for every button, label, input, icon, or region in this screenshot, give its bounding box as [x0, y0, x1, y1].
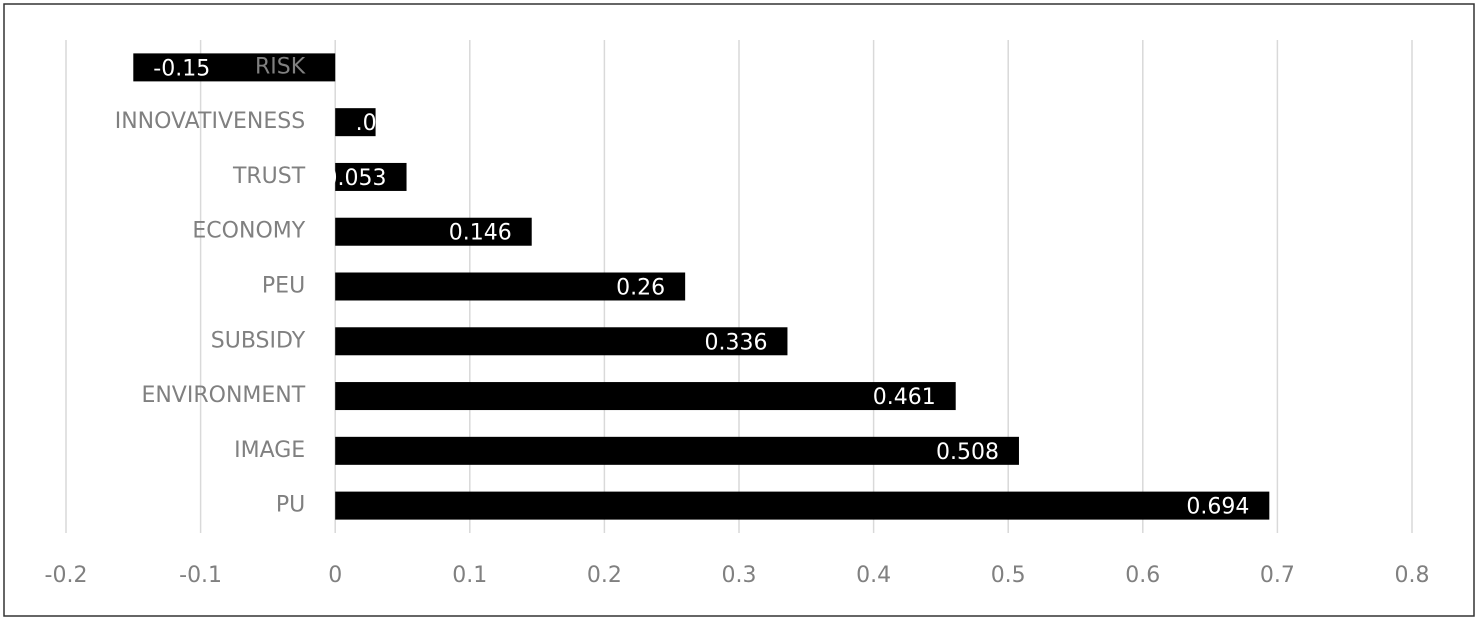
value-label: 0.336	[704, 330, 767, 355]
x-tick-label: -0.1	[179, 563, 222, 588]
bar	[335, 108, 376, 137]
x-tick-label: 0.6	[1125, 563, 1160, 588]
bar	[335, 217, 532, 246]
x-tick-label: 0.3	[722, 563, 757, 588]
bar	[335, 436, 1019, 465]
bar	[335, 327, 788, 356]
category-label: TRUST	[232, 164, 306, 189]
value-label: 0.26	[616, 276, 665, 301]
category-label: IMAGE	[234, 438, 305, 463]
x-tick-label: 0.8	[1395, 563, 1430, 588]
value-label: 0.461	[873, 385, 936, 410]
x-tick-label: 0	[328, 563, 342, 588]
x-tick-label: 0.2	[587, 563, 622, 588]
x-tick-label: 0.5	[991, 563, 1026, 588]
category-label: SUBSIDY	[211, 328, 306, 353]
bar	[335, 382, 956, 411]
value-label: .03	[356, 111, 391, 136]
category-label: ECONOMY	[192, 219, 305, 244]
category-label: RISK	[255, 54, 306, 79]
bar	[133, 53, 336, 82]
value-label: 0.508	[936, 440, 999, 465]
category-label: PU	[276, 493, 305, 518]
bar	[335, 491, 1270, 520]
x-tick-label: 0.1	[452, 563, 487, 588]
value-label: 0.694	[1186, 495, 1249, 520]
category-label: PEU	[262, 274, 305, 299]
plot: -0.2 -0.1 0 0.1 0.2 0.3 0.4 0.5 0.6 0.7 0.8 RISK -0.…	[45, 53, 1430, 588]
x-tick-label: 0.4	[856, 563, 891, 588]
category-label: INNOVATIVENESS	[115, 109, 305, 134]
value-label: -0.15	[153, 56, 210, 81]
bar	[335, 272, 686, 301]
category-label: ENVIRONMENT	[141, 383, 305, 408]
value-label: 0.146	[449, 221, 512, 246]
value-label: 0.053	[324, 166, 387, 191]
x-tick-label: -0.2	[45, 563, 88, 588]
x-tick-label: 0.7	[1260, 563, 1295, 588]
bar	[335, 162, 407, 191]
